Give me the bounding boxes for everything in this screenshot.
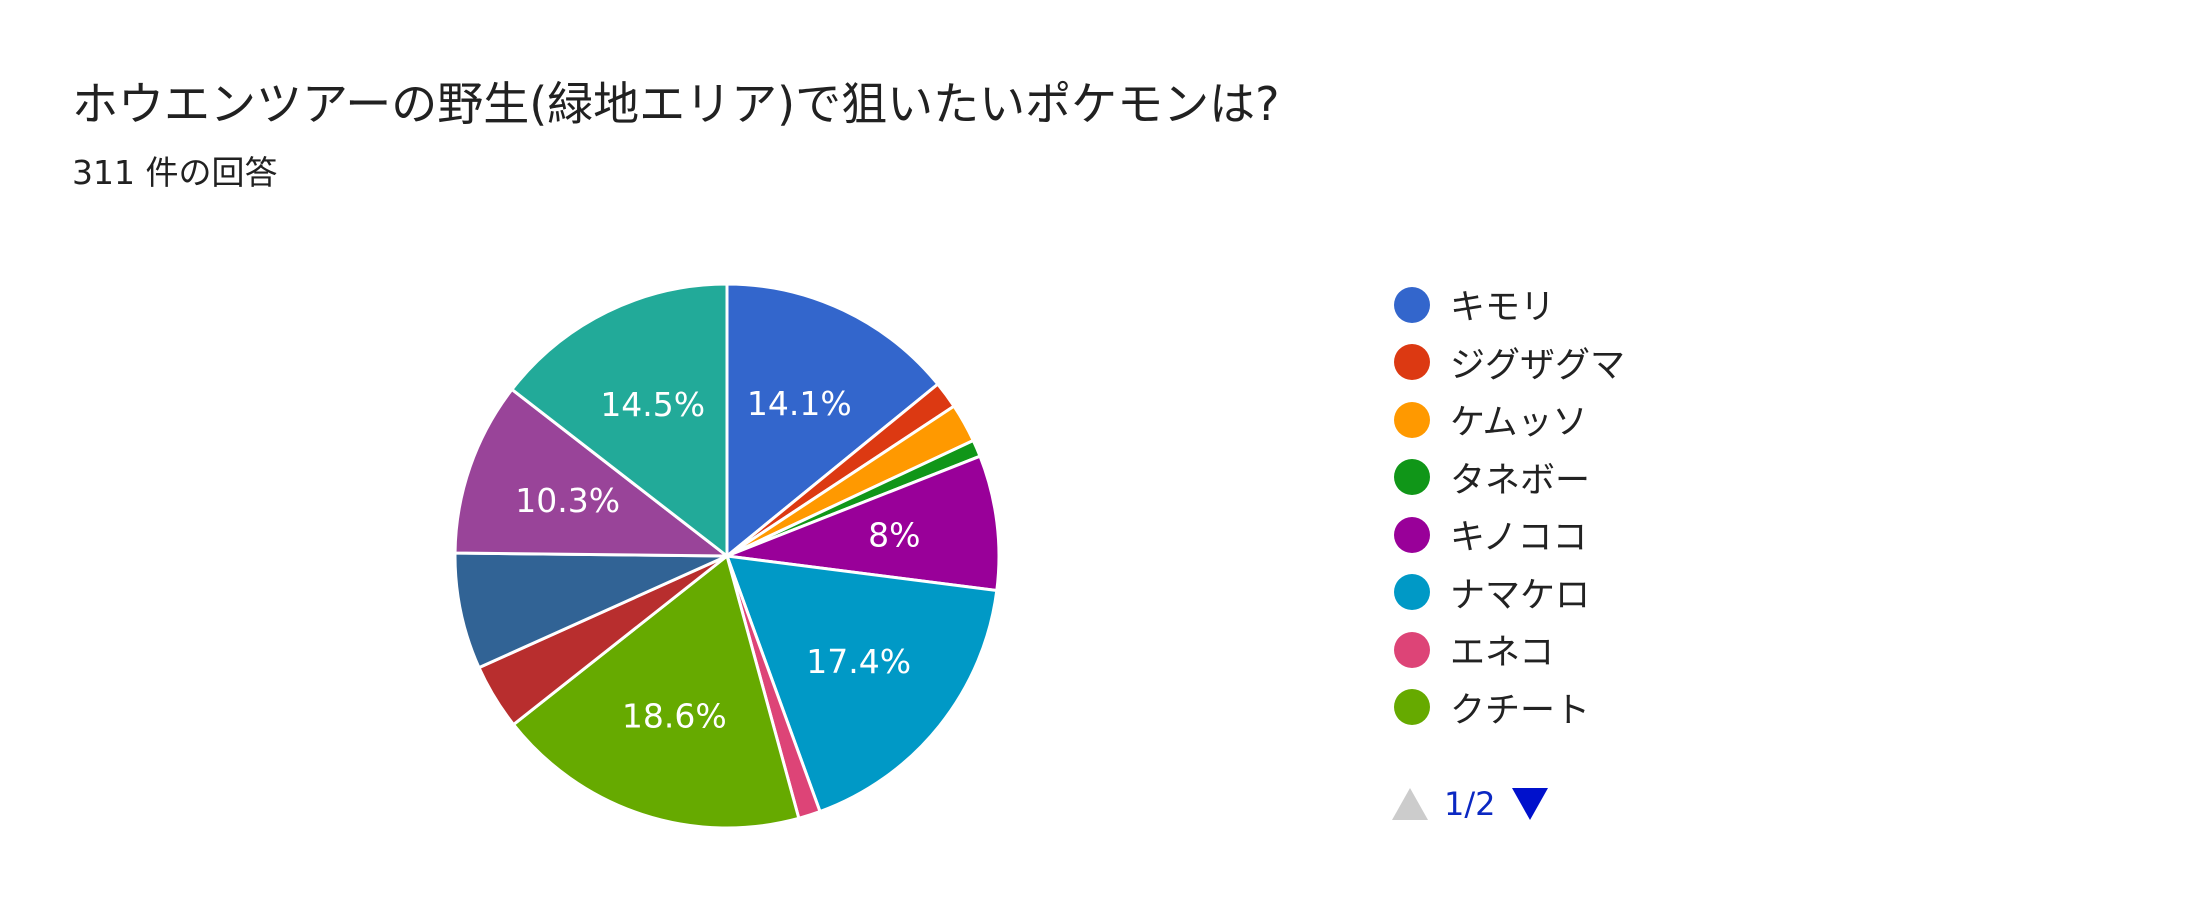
legend-label: エネコ	[1450, 633, 1555, 674]
pie-slice-11[interactable]	[509, 282, 729, 560]
response-count: 311 件の回答	[72, 153, 278, 192]
triangle-down-icon[interactable]	[1510, 784, 1550, 824]
legend-swatch-icon	[1394, 689, 1430, 726]
pie-slice-7[interactable]	[511, 553, 801, 830]
legend-pager: 1/2	[1390, 784, 1550, 824]
legend-label: クチート	[1450, 690, 1591, 731]
legend-swatch-icon	[1394, 574, 1430, 611]
triangle-up-icon[interactable]	[1390, 784, 1430, 824]
legend-label: キノココ	[1450, 518, 1588, 559]
legend-item-4[interactable]: キノココ	[1390, 506, 1625, 564]
pie-slice-10[interactable]	[453, 387, 732, 558]
legend-swatch-icon	[1394, 516, 1430, 553]
pie-chart: 14.1% 8% 17.4% 18.6% 10.3% 14.5%	[453, 282, 1001, 830]
legend-item-2[interactable]: ケムッソ	[1390, 391, 1625, 449]
pie-slice-9[interactable]	[453, 551, 728, 670]
legend-item-5[interactable]: ナマケロ	[1390, 564, 1625, 622]
pie-slice-4[interactable]	[726, 454, 1001, 593]
slice-label-0: 14.1%	[747, 384, 852, 423]
legend-item-6[interactable]: エネコ	[1390, 621, 1625, 679]
legend-item-1[interactable]: ジグザグマ	[1390, 334, 1625, 392]
pie-slice-5[interactable]	[724, 554, 999, 814]
slice-label-5: 17.4%	[806, 642, 911, 681]
legend-label: タネボー	[1450, 460, 1591, 501]
legend: キモリジグザグマケムッソタネボーキノココナマケロエネコクチート	[1390, 276, 1625, 736]
legend-item-0[interactable]: キモリ	[1390, 276, 1625, 334]
legend-swatch-icon	[1394, 286, 1430, 323]
slice-label-4: 8%	[868, 516, 920, 555]
legend-item-7[interactable]: クチート	[1390, 679, 1625, 737]
legend-swatch-icon	[1394, 631, 1430, 668]
legend-label: キモリ	[1450, 288, 1556, 329]
legend-item-3[interactable]: タネボー	[1390, 449, 1625, 507]
chart-title: ホウエンツアーの野生(緑地エリア)で狙いたいポケモンは?	[72, 77, 1280, 131]
page-indicator: 1/2	[1444, 785, 1496, 823]
legend-label: ナマケロ	[1450, 575, 1591, 616]
legend-label: ジグザグマ	[1450, 345, 1626, 386]
legend-swatch-icon	[1394, 401, 1430, 438]
slice-label-7: 18.6%	[622, 697, 727, 736]
pie-slice-0[interactable]	[725, 282, 940, 560]
slice-label-11: 14.5%	[600, 385, 705, 424]
slice-label-10: 10.3%	[515, 481, 620, 520]
legend-swatch-icon	[1394, 344, 1430, 381]
legend-label: ケムッソ	[1450, 403, 1588, 444]
legend-swatch-icon	[1394, 459, 1430, 496]
